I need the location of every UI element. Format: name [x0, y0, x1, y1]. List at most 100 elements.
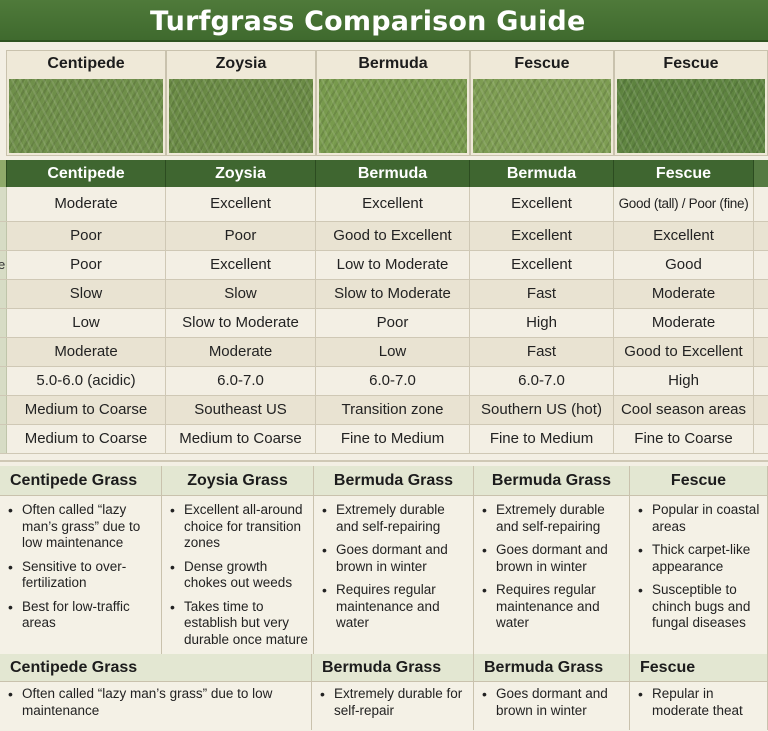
- row-stub: [0, 309, 7, 337]
- comparison-cell: Excellent: [166, 187, 316, 221]
- comparison-row: Medium to Coarse Southeast US Transition z…: [0, 396, 768, 425]
- grass-photo: [9, 79, 163, 153]
- section-divider: [0, 460, 768, 462]
- comparison-cell: Fine to Medium: [470, 425, 614, 453]
- comparison-cell: Low to Moderate: [316, 251, 470, 279]
- notes-item: Requires regular maintenance and water: [482, 582, 625, 632]
- row-stub: [0, 425, 7, 453]
- photo-label: Centipede: [47, 55, 125, 72]
- notes-card-title: Bermuda Grass: [314, 466, 473, 496]
- notes-item: Takes time to establish but very durable…: [170, 599, 309, 649]
- notes-summary-section: Centipede Grass Often called “lazy man’s…: [0, 654, 768, 730]
- notes-item: Best for low-traffic areas: [8, 599, 157, 632]
- summary-card-bermuda: Bermuda Grass Extremely durable for self…: [312, 654, 474, 730]
- summary-item: Extremely durable for self-repair: [320, 686, 469, 719]
- photo-label: Fescue: [514, 55, 570, 72]
- summary-card-title: Fescue: [630, 654, 767, 682]
- notes-item: Requires regular maintenance and water: [322, 582, 469, 632]
- comparison-cell: Slow to Moderate: [166, 309, 316, 337]
- comparison-cell: Poor: [7, 251, 166, 279]
- comparison-cell: Excellent: [470, 222, 614, 250]
- comparison-cell: Fine to Medium: [316, 425, 470, 453]
- comparison-row: Poor Poor Good to Excellent Excellent Excell…: [0, 222, 768, 251]
- photo-label: Bermuda: [358, 55, 428, 72]
- summary-card-title: Bermuda Grass: [312, 654, 473, 682]
- comparison-cell: Poor: [7, 222, 166, 250]
- notes-item: Goes dormant and brown in winter: [482, 542, 625, 575]
- grass-photo: [473, 79, 611, 153]
- comparison-cell: Excellent: [614, 222, 754, 250]
- comparison-cell: Medium to Coarse: [7, 425, 166, 453]
- comparison-cell: Good: [614, 251, 754, 279]
- notes-card-bermuda-2: Bermuda Grass Extremely durable and self…: [474, 466, 630, 654]
- photo-label: Zoysia: [215, 55, 267, 72]
- notes-item: Dense growth chokes out weeds: [170, 559, 309, 592]
- comparison-cell: Slow to Moderate: [316, 280, 470, 308]
- row-stub: [0, 280, 7, 308]
- comparison-row: e Poor Excellent Low to Moderate Excellent Go…: [0, 251, 768, 280]
- comparison-cell: Southern US (hot): [470, 396, 614, 424]
- comparison-cell: Moderate: [614, 309, 754, 337]
- comparison-cell: Cool season areas: [614, 396, 754, 424]
- comparison-cell: Fine to Coarse: [614, 425, 754, 453]
- grass-photo-strip: Centipede Zoysia Bermuda Fescue Fescue: [6, 50, 768, 156]
- summary-card-fescue: Fescue Repular in moderate theat: [630, 654, 768, 730]
- comparison-cell: Good to Excellent: [614, 338, 754, 366]
- comparison-cell: Slow: [166, 280, 316, 308]
- header-cell: Bermuda: [316, 160, 470, 187]
- comparison-cell: Low: [316, 338, 470, 366]
- comparison-row: Medium to Coarse Medium to Coarse Fine to …: [0, 425, 768, 454]
- summary-card-title: Bermuda Grass: [474, 654, 629, 682]
- row-stub: [0, 338, 7, 366]
- notes-list: Extremely durable and self-repairing Goe…: [322, 502, 469, 639]
- notes-card-fescue: Fescue Popular in coastal areas Thick ca…: [630, 466, 768, 654]
- notes-list: Often called “lazy man’s grass” due to l…: [8, 502, 157, 639]
- notes-card-zoysia: Zoysia Grass Excellent all-around choice…: [162, 466, 314, 654]
- comparison-cell: Excellent: [166, 251, 316, 279]
- comparison-cell: 6.0-7.0: [166, 367, 316, 395]
- notes-item: Susceptible to chinch bugs and fungal di…: [638, 582, 763, 632]
- notes-item: Goes dormant and brown in winter: [322, 542, 469, 575]
- summary-card-title: Centipede Grass: [0, 654, 311, 682]
- comparison-cell: Good (tall) / Poor (fine): [614, 187, 754, 221]
- comparison-header-row: Centipede Zoysia Bermuda Bermuda Fescue: [0, 160, 768, 187]
- comparison-cell: Fast: [470, 280, 614, 308]
- notes-card-title: Zoysia Grass: [162, 466, 313, 496]
- row-stub: [0, 396, 7, 424]
- notes-item: Excellent all-around choice for transiti…: [170, 502, 309, 552]
- photo-card-fescue: Fescue: [470, 50, 614, 156]
- summary-list: Often called “lazy man’s grass” due to l…: [8, 686, 307, 726]
- header-cell: Zoysia: [166, 160, 316, 187]
- photo-card-zoysia: Zoysia: [166, 50, 316, 156]
- comparison-cell: Moderate: [7, 187, 166, 221]
- comparison-row: Moderate Excellent Excellent Excellent Good …: [0, 187, 768, 222]
- summary-list: Extremely durable for self-repair: [320, 686, 469, 726]
- grass-photo: [319, 79, 467, 153]
- photo-card-bermuda: Bermuda: [316, 50, 470, 156]
- notes-card-title: Fescue: [630, 466, 767, 496]
- notes-item: Often called “lazy man’s grass” due to l…: [8, 502, 157, 552]
- comparison-cell: Southeast US: [166, 396, 316, 424]
- row-stub: [0, 187, 7, 221]
- summary-card-bermuda-2: Bermuda Grass Goes dormant and brown in …: [474, 654, 630, 730]
- header-cell: Bermuda: [470, 160, 614, 187]
- row-stub-text: e: [0, 257, 6, 272]
- comparison-row: 5.0-6.0 (acidic) 6.0-7.0 6.0-7.0 6.0-7.0 Hig…: [0, 367, 768, 396]
- comparison-cell: Low: [7, 309, 166, 337]
- row-stub: [0, 367, 7, 395]
- summary-item: Goes dormant and brown in winter: [482, 686, 625, 719]
- comparison-cell: High: [470, 309, 614, 337]
- grass-photo: [617, 79, 765, 153]
- comparison-cell: Moderate: [7, 338, 166, 366]
- comparison-cell: Medium to Coarse: [7, 396, 166, 424]
- notes-card-centipede: Centipede Grass Often called “lazy man’s…: [0, 466, 162, 654]
- comparison-row: Moderate Moderate Low Fast Good to Excellent: [0, 338, 768, 367]
- notes-card-title: Bermuda Grass: [474, 466, 629, 496]
- row-stub-header: [0, 160, 7, 187]
- notes-item: Extremely durable and self-repairing: [482, 502, 625, 535]
- title-bar: Turfgrass Comparison Guide: [0, 0, 768, 42]
- comparison-row: Slow Slow Slow to Moderate Fast Moderate: [0, 280, 768, 309]
- comparison-cell: Poor: [166, 222, 316, 250]
- comparison-cell: Moderate: [614, 280, 754, 308]
- notes-item: Thick carpet-like appearance: [638, 542, 763, 575]
